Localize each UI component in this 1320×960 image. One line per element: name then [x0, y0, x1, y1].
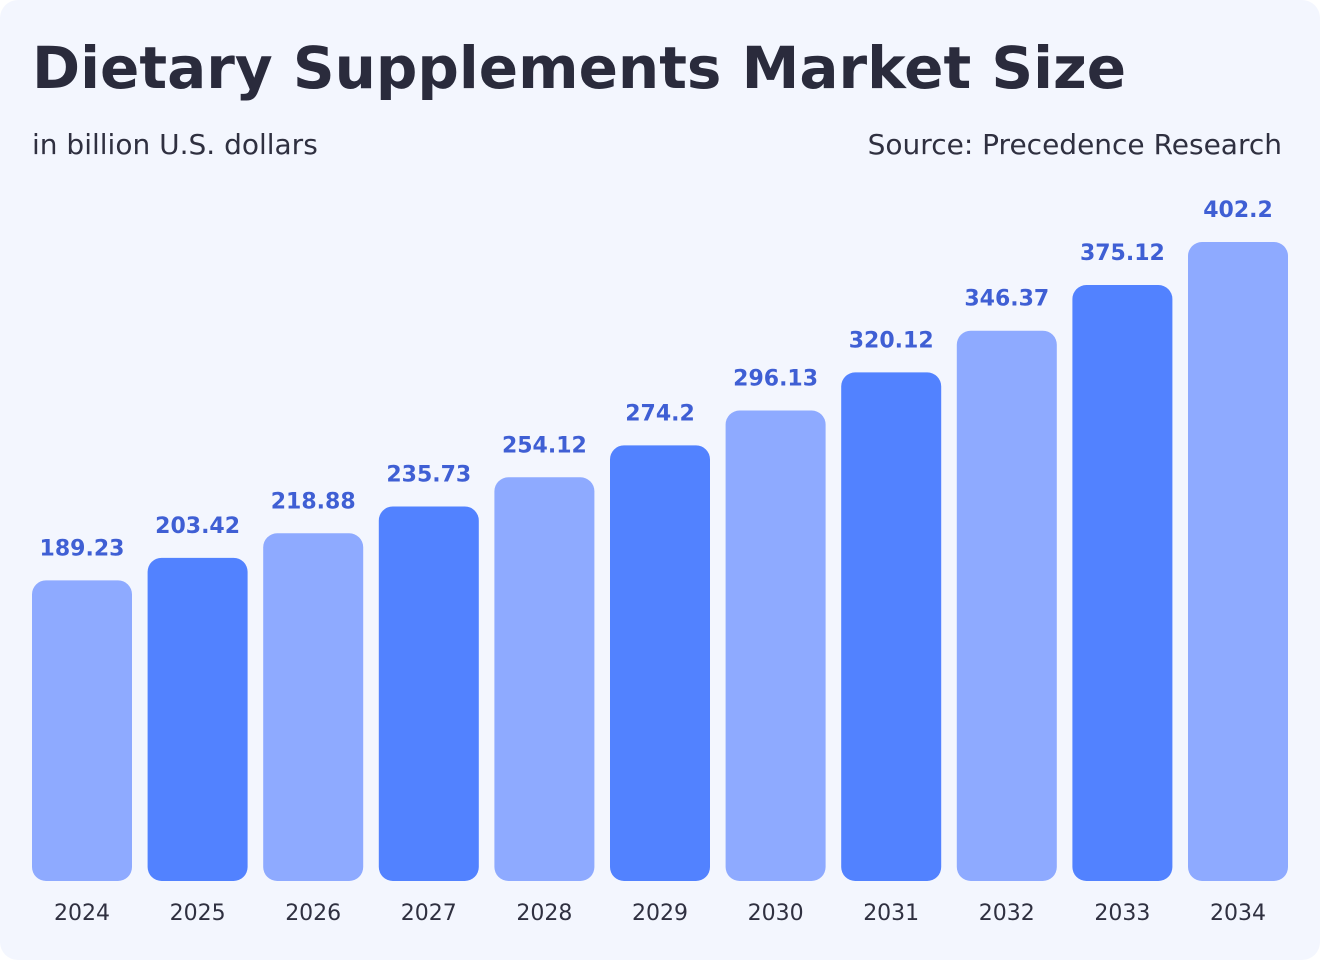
x-tick-label: 2032 [979, 901, 1035, 926]
chart-subtitle: in billion U.S. dollars [32, 128, 318, 161]
x-tick-label: 2031 [863, 901, 919, 926]
value-label: 402.2 [1203, 198, 1273, 223]
x-tick-label: 2024 [54, 901, 110, 926]
value-label: 235.73 [386, 462, 471, 487]
value-label: 274.2 [625, 401, 695, 426]
x-tick-label: 2030 [748, 901, 804, 926]
x-tick-label: 2028 [516, 901, 572, 926]
chart-title: Dietary Supplements Market Size [32, 34, 1126, 102]
bar [1072, 285, 1173, 881]
bar [1188, 242, 1288, 881]
value-label: 218.88 [271, 489, 356, 514]
bar [956, 330, 1057, 881]
value-label: 375.12 [1080, 241, 1165, 266]
bar [147, 557, 248, 881]
x-tick-label: 2033 [1094, 901, 1150, 926]
value-label: 320.12 [849, 328, 934, 353]
bar [841, 372, 942, 881]
x-tick-label: 2025 [170, 901, 226, 926]
chart-source: Source: Precedence Research [868, 128, 1282, 161]
bar [378, 506, 479, 881]
x-tick-label: 2029 [632, 901, 688, 926]
bar [263, 533, 364, 881]
x-tick-label: 2027 [401, 901, 457, 926]
bar [32, 580, 132, 881]
value-label: 296.13 [733, 367, 818, 392]
x-tick-label: 2026 [285, 901, 341, 926]
value-label: 189.23 [40, 536, 125, 561]
bar [610, 445, 710, 881]
value-label: 254.12 [502, 433, 587, 458]
bar [494, 477, 595, 881]
bar [725, 410, 826, 881]
x-tick-label: 2034 [1210, 901, 1266, 926]
value-label: 346.37 [964, 287, 1049, 312]
value-label: 203.42 [155, 514, 240, 539]
